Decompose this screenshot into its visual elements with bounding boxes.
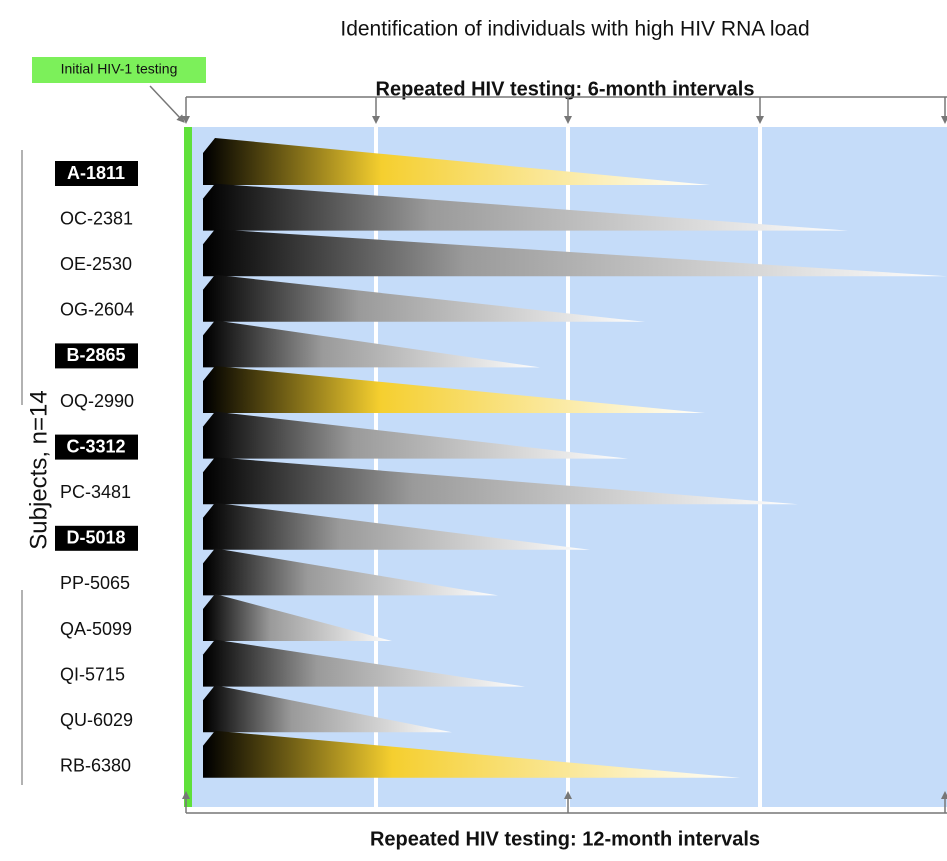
subject-bar (203, 366, 705, 413)
label-box (55, 525, 138, 551)
subject-bars (203, 138, 947, 778)
subject-bar (203, 548, 498, 596)
subject-bar (203, 730, 740, 778)
bottom-note: Repeated HIV testing: 12-month intervals (370, 828, 760, 850)
subject-bar (203, 274, 645, 322)
subject-label: OE-2530 (60, 254, 132, 274)
subject-label: PC-3481 (60, 482, 131, 502)
subject-labels: A-1811 OC-2381 OE-2530 OG-2604 B-2865 OQ-2990… (55, 161, 138, 776)
subject-bar (203, 594, 392, 641)
interval-lines (374, 127, 762, 807)
subject-label: QI-5715 (60, 664, 125, 684)
subject-bar (203, 502, 590, 550)
subject-bar (203, 183, 848, 231)
subject-bar (203, 229, 947, 277)
subject-label: OG-2604 (60, 300, 134, 320)
subject-bar (203, 411, 628, 459)
subject-bar (203, 639, 525, 687)
subject-label: RB-6380 (60, 756, 131, 776)
subject-bar (203, 457, 798, 505)
subject-label: QA-5099 (60, 619, 132, 639)
subject-label: PP-5065 (60, 573, 130, 593)
subject-label: B-2865 (66, 345, 125, 365)
initial-box (32, 57, 206, 83)
y-label: Subjects, n=14 (25, 390, 52, 549)
subject-label: QU-6029 (60, 710, 133, 730)
subject-label: A-1811 (67, 163, 125, 183)
top-note: Repeated HIV testing: 6-month intervals (376, 78, 755, 100)
subject-label: D-5018 (66, 528, 125, 548)
subject-label: C-3312 (66, 436, 125, 456)
title: Identification of individuals with high … (340, 18, 809, 41)
subject-bar (203, 320, 540, 368)
subject-label: OQ-2990 (60, 391, 134, 411)
subject-bar (203, 685, 452, 733)
initial-label: Initial HIV-1 testing (61, 61, 178, 77)
initial-bar (184, 127, 192, 807)
label-box (55, 343, 138, 369)
interval-line (374, 127, 378, 807)
interval-line (566, 127, 570, 807)
interval-line (758, 127, 762, 807)
subject-label: OC-2381 (60, 208, 133, 228)
subject-bar (203, 138, 710, 185)
label-box (55, 161, 138, 186)
label-box (55, 434, 138, 460)
initial-arrow (149, 85, 185, 123)
